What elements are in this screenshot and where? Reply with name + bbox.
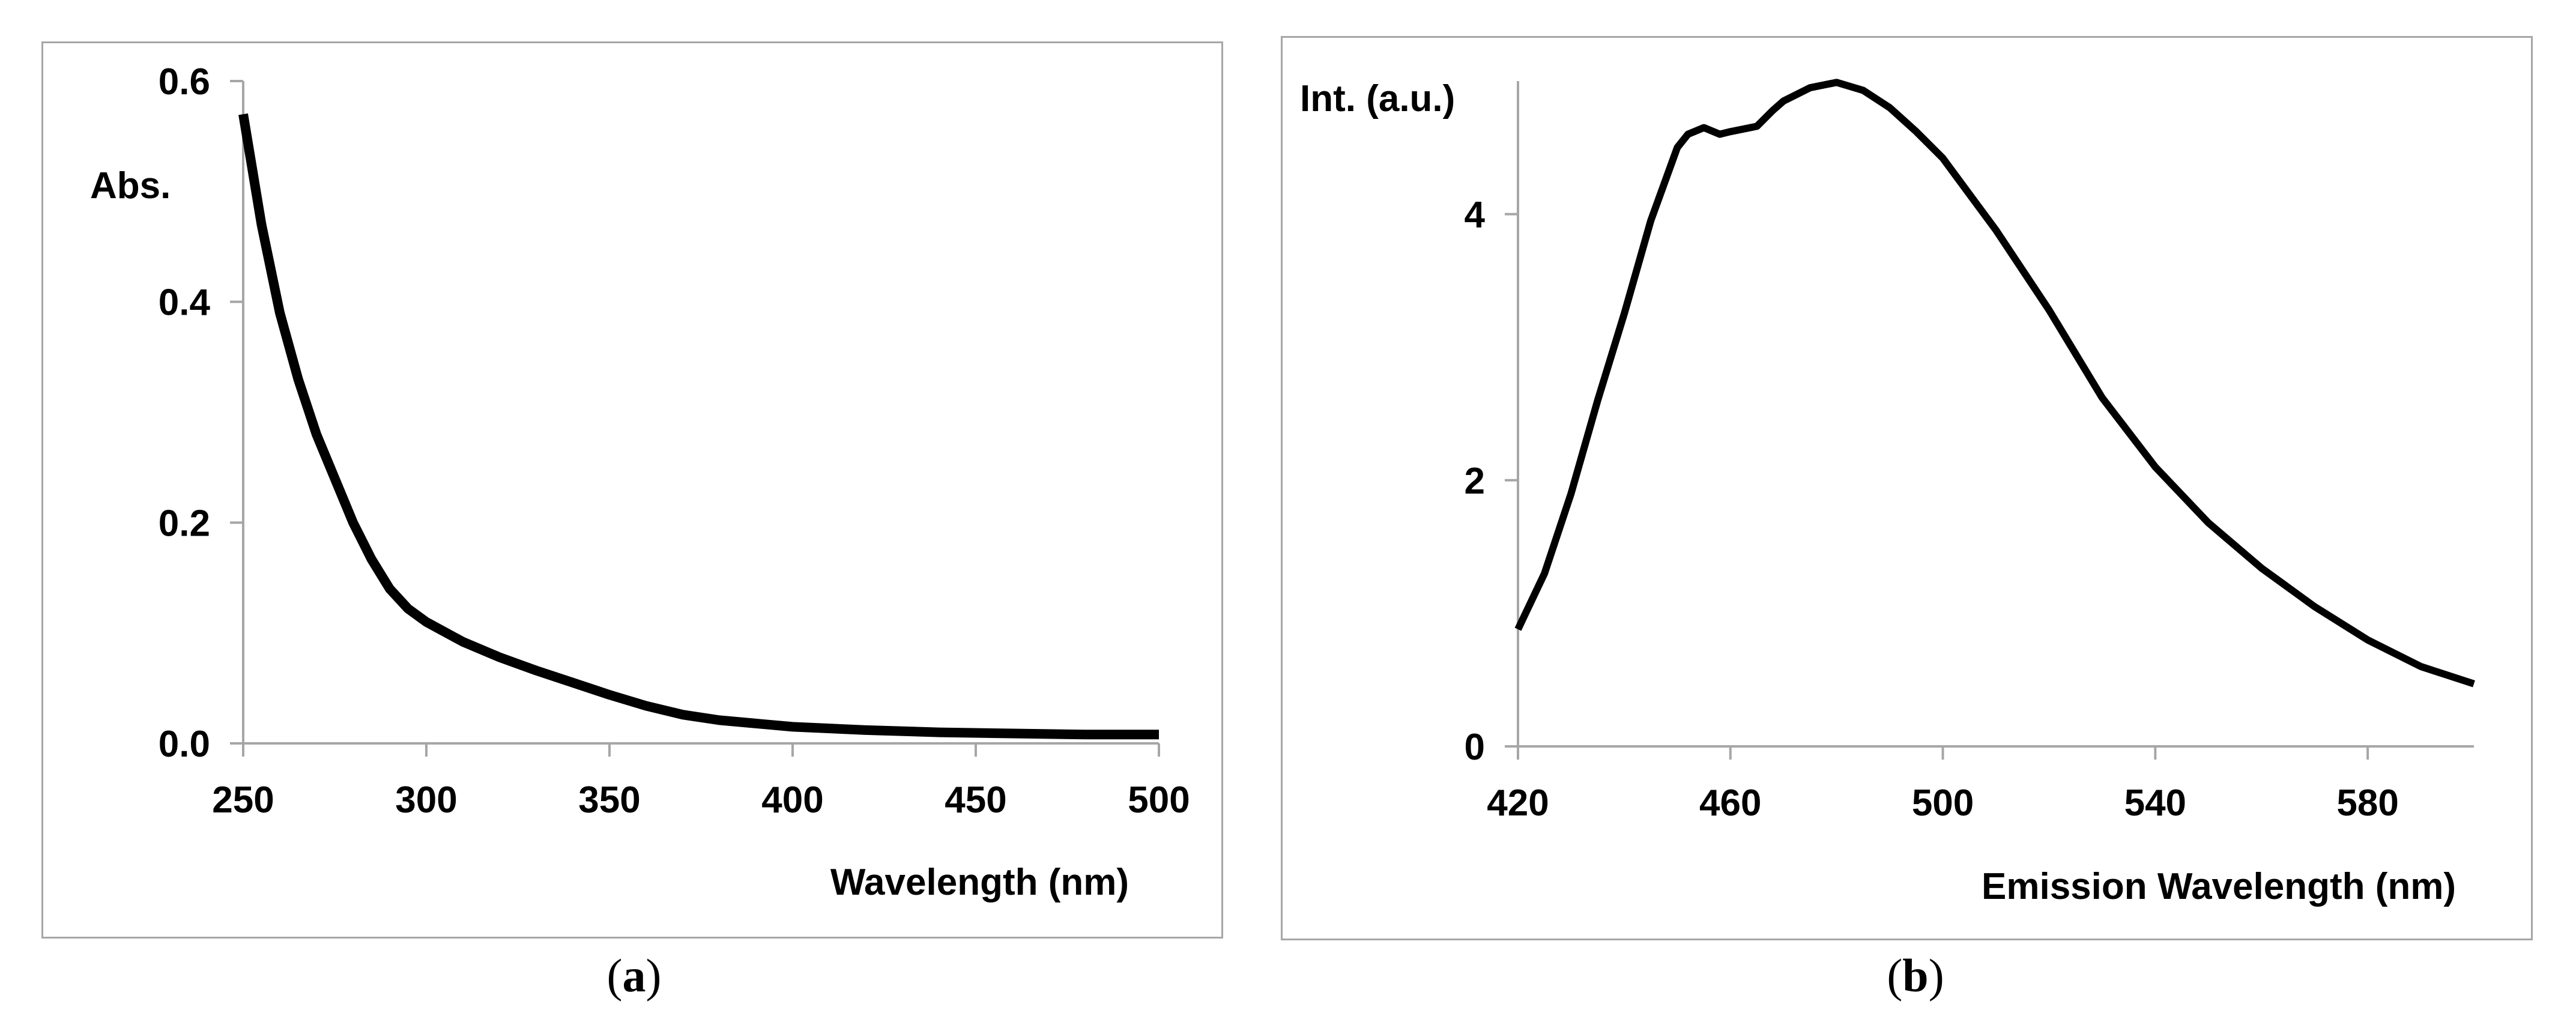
x-tick-label-a: 300 xyxy=(395,779,457,821)
x-tick-label-b: 540 xyxy=(2124,782,2186,824)
y-tick-label-a: 0.2 xyxy=(159,503,210,544)
y-tick-label-a: 0.6 xyxy=(159,61,210,103)
x-tick-label-b: 420 xyxy=(1487,782,1549,824)
y-tick-label-b: 2 xyxy=(1465,461,1485,502)
series-line-a-absorbance xyxy=(238,113,1159,740)
x-axis-label-b: Emission Wavelength (nm) xyxy=(1982,866,2456,907)
chart-panel-b xyxy=(1281,36,2533,940)
caption-b: (b) xyxy=(1887,949,1944,1002)
series-line-b-emission xyxy=(1514,79,2475,688)
y-axis-label-a: Abs. xyxy=(90,165,171,207)
y-tick-label-a: 0.0 xyxy=(159,724,210,765)
y-tick-label-b: 4 xyxy=(1465,195,1486,236)
x-tick-label-b: 580 xyxy=(2336,782,2398,824)
y-axis-label-b: Int. (a.u.) xyxy=(1300,78,1455,119)
x-tick-label-b: 500 xyxy=(1912,782,1974,824)
x-tick-label-a: 450 xyxy=(945,779,1006,821)
x-tick-label-a: 250 xyxy=(212,779,274,821)
x-tick-label-a: 350 xyxy=(578,779,640,821)
x-tick-label-a: 400 xyxy=(761,779,823,821)
x-tick-label-a: 500 xyxy=(1128,779,1190,821)
caption-a-letter: a xyxy=(622,949,646,1002)
y-tick-label-a: 0.4 xyxy=(159,282,211,324)
x-axis-label-a: Wavelength (nm) xyxy=(830,862,1129,903)
y-tick-label-b: 0 xyxy=(1465,727,1485,768)
chart-panel-a xyxy=(41,41,1223,939)
caption-b-letter: b xyxy=(1902,949,1929,1002)
x-tick-label-b: 460 xyxy=(1699,782,1761,824)
caption-a: (a) xyxy=(606,949,662,1002)
